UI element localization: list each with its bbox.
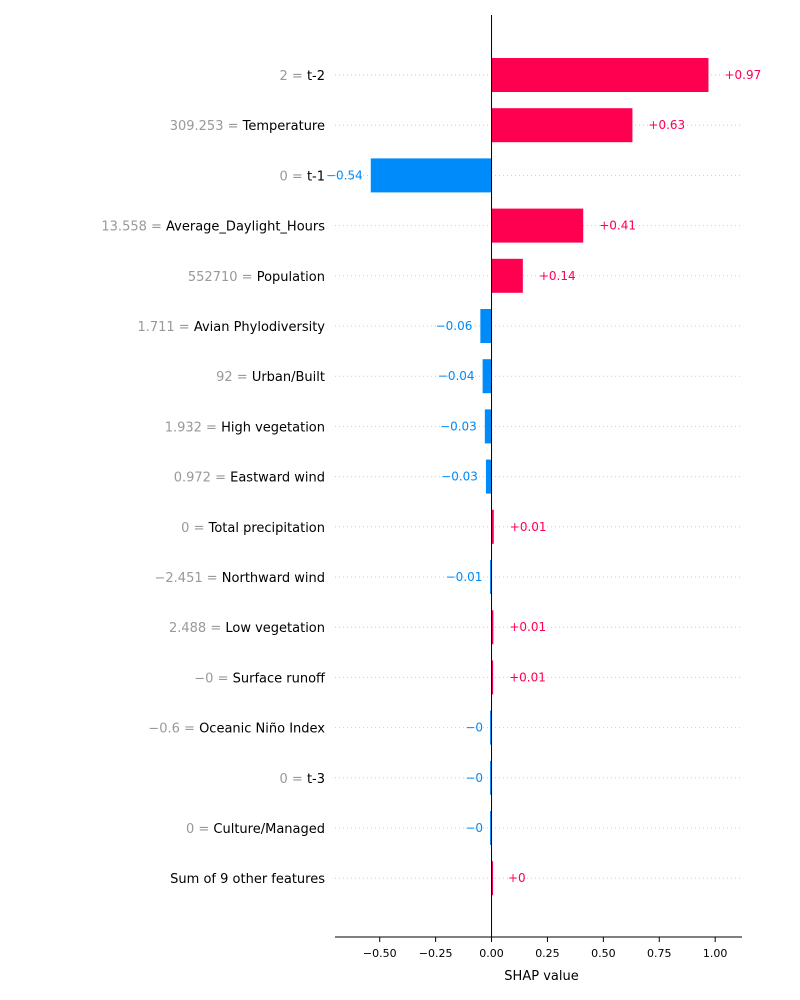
x-tick-label: 0.00 (479, 947, 504, 960)
feature-value: 309.253 = (170, 119, 243, 134)
bar-value-label: +0.01 (510, 520, 547, 534)
bars: +0.97 +0.63 −0.54 +0.41 +0.14 −0.06 −0.04 −0.03… (326, 58, 761, 896)
feature-label: 0.972 = Eastward wind (174, 471, 325, 486)
bar-value-label: +0.14 (539, 269, 576, 283)
feature-label: −0.6 = Oceanic Niño Index (148, 722, 325, 737)
feature-name: High vegetation (221, 420, 325, 435)
feature-value: 92 = (216, 370, 252, 385)
feature-label: 13.558 = Average_Daylight_Hours (101, 220, 325, 235)
feature-name: Oceanic Niño Index (199, 722, 325, 737)
bar-value-label: −0 (465, 771, 483, 785)
feature-name: Northward wind (222, 571, 325, 586)
bar-value-label: −0.04 (438, 369, 475, 383)
bar-value-label: −0.03 (440, 419, 477, 433)
x-tick-label: −0.25 (419, 947, 453, 960)
feature-label: 309.253 = Temperature (170, 119, 325, 134)
feature-value: 0 = (181, 521, 208, 536)
feature-name: Surface runoff (233, 671, 326, 686)
bar-value-label: −0 (465, 721, 483, 735)
shap-bar (490, 710, 492, 745)
x-tick-label: −0.50 (363, 947, 397, 960)
feature-label: 0 = Culture/Managed (186, 822, 325, 837)
bar-value-label: +0.97 (724, 68, 761, 82)
shap-bar (480, 309, 492, 343)
shap-bar (485, 459, 492, 494)
feature-name: Avian Phylodiversity (194, 320, 325, 335)
bar-value-label: −0 (465, 821, 483, 835)
bar-value-label: +0.01 (509, 670, 546, 684)
feature-name: Average_Daylight_Hours (166, 220, 325, 235)
feature-label: 0 = t-3 (280, 772, 326, 787)
feature-value: 0 = (280, 169, 307, 184)
feature-name: Urban/Built (252, 370, 325, 385)
feature-label: 92 = Urban/Built (216, 370, 325, 385)
shap-bar (491, 58, 709, 92)
feature-label: 552710 = Population (188, 270, 325, 285)
bar-value-label: −0.54 (326, 168, 363, 182)
feature-name: Total precipitation (208, 521, 325, 536)
x-tick-label: 0.75 (647, 947, 672, 960)
grid-lines (335, 74, 742, 879)
feature-value: 0.972 = (174, 471, 230, 486)
x-axis-title: SHAP value (504, 969, 578, 984)
shap-bar (482, 359, 492, 394)
feature-value: −0 = (194, 671, 232, 686)
feature-value: 1.932 = (165, 420, 221, 435)
feature-name: t-1 (307, 169, 325, 184)
shap-bar (370, 158, 492, 193)
feature-label: −2.451 = Northward wind (155, 571, 325, 586)
bar-value-label: +0 (508, 871, 526, 885)
shap-bar (491, 258, 523, 293)
feature-label: 2.488 = Low vegetation (169, 621, 325, 636)
bar-value-label: −0.03 (441, 470, 478, 484)
feature-value: 1.711 = (137, 320, 193, 335)
feature-label: 1.711 = Avian Phylodiversity (137, 320, 325, 335)
feature-name: Culture/Managed (213, 822, 325, 837)
feature-value: 0 = (280, 772, 307, 787)
feature-value: 2 = (280, 69, 307, 84)
feature-name: Population (257, 270, 325, 285)
shap-bar (491, 509, 494, 544)
x-axis: −0.50 −0.25 0.00 0.25 0.50 0.75 1.00 (335, 936, 742, 960)
feature-value: 552710 = (188, 270, 257, 285)
feature-value: −2.451 = (155, 571, 222, 586)
shap-bar (484, 409, 492, 444)
bar-value-label: +0.01 (509, 620, 546, 634)
x-tick-label: 0.25 (535, 947, 560, 960)
feature-value: −0.6 = (148, 722, 199, 737)
x-tick-label: 1.00 (703, 947, 728, 960)
shap-bar (490, 811, 492, 845)
feature-name: Sum of 9 other features (170, 872, 325, 887)
shap-bar (490, 560, 492, 594)
bar-value-label: −0.06 (436, 319, 473, 333)
feature-label: 1.932 = High vegetation (165, 420, 325, 435)
feature-name: t-3 (307, 772, 325, 787)
shap-bar (491, 108, 633, 143)
feature-label: −0 = Surface runoff (194, 671, 326, 686)
feature-label: 2 = t-2 (280, 69, 326, 84)
bar-value-label: −0.01 (446, 570, 483, 584)
bar-value-label: +0.41 (599, 219, 636, 233)
shap-bar (491, 660, 494, 695)
bar-value-label: +0.63 (648, 118, 685, 132)
feature-label: 0 = t-1 (280, 169, 326, 184)
feature-name: Temperature (242, 119, 325, 134)
feature-label: 0 = Total precipitation (181, 521, 325, 536)
shap-bar (491, 208, 584, 243)
feature-labels: 2 = t-2 309.253 = Temperature 0 = t-1 13.55… (101, 69, 326, 887)
feature-value: 0 = (186, 822, 213, 837)
feature-name: t-2 (307, 69, 325, 84)
shap-bar (491, 610, 494, 645)
feature-value: 2.488 = (169, 621, 225, 636)
feature-label: Sum of 9 other features (170, 872, 325, 887)
x-tick-label: 0.50 (591, 947, 616, 960)
shap-bar (491, 861, 494, 896)
shap-bar (490, 760, 492, 795)
feature-name: Low vegetation (225, 621, 325, 636)
feature-name: Eastward wind (230, 471, 325, 486)
feature-value: 13.558 = (101, 220, 166, 235)
